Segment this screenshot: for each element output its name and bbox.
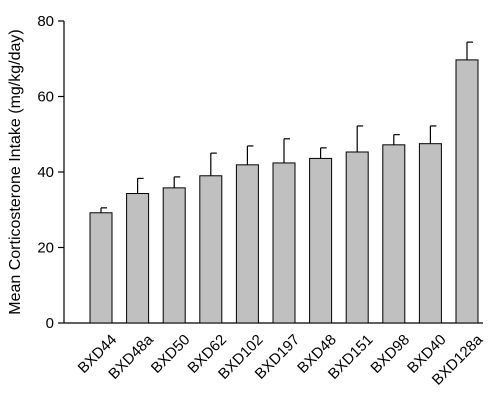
- bar: [235, 164, 259, 324]
- y-tick-label: 40: [37, 164, 54, 181]
- bar: [345, 151, 369, 324]
- y-tick-label: 80: [37, 13, 54, 30]
- y-axis-label: Mean Corticosterone Intake (mg/kg/day): [7, 29, 24, 314]
- x-tick-label: BXD98: [367, 331, 413, 377]
- y-tick-label: 0: [46, 315, 54, 332]
- bar: [162, 187, 186, 324]
- y-tick-label: 60: [37, 89, 54, 106]
- y-tick-label: 20: [37, 240, 54, 257]
- bar: [199, 175, 223, 324]
- bar: [126, 193, 150, 324]
- bar: [89, 212, 113, 324]
- x-tick-label: BXD50: [148, 331, 194, 377]
- bar: [382, 144, 406, 324]
- bar: [418, 143, 442, 324]
- bar: [455, 59, 479, 324]
- plot-area: 020406080BXD44BXD48aBXD50BXD62BXD102BXD1…: [37, 13, 486, 389]
- bar: [309, 157, 333, 324]
- bar: [272, 162, 296, 324]
